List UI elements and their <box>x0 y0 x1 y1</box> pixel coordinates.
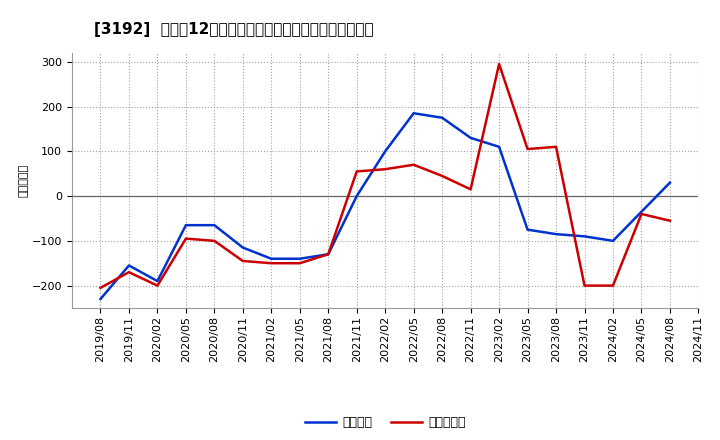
当期純利益 <box>410 162 418 167</box>
Line: 経常利益: 経常利益 <box>101 113 670 299</box>
経常利益 <box>552 231 560 237</box>
経常利益 <box>210 223 219 228</box>
経常利益 <box>381 149 390 154</box>
経常利益 <box>324 252 333 257</box>
当期純利益 <box>438 173 446 179</box>
経常利益 <box>267 256 276 261</box>
当期純利益 <box>267 260 276 266</box>
当期純利益 <box>495 61 503 66</box>
当期純利益 <box>608 283 617 288</box>
経常利益 <box>295 256 304 261</box>
当期純利益 <box>324 252 333 257</box>
Text: [3192]  利益だ12か月移動合計の対前年同期増減額の推移: [3192] 利益だ12か月移動合計の対前年同期増減額の推移 <box>94 22 373 37</box>
経常利益 <box>523 227 532 232</box>
当期純利益 <box>125 270 133 275</box>
当期純利益 <box>295 260 304 266</box>
経常利益 <box>125 263 133 268</box>
当期純利益 <box>210 238 219 243</box>
経常利益 <box>352 194 361 199</box>
経常利益 <box>580 234 589 239</box>
当期純利益 <box>580 283 589 288</box>
Y-axis label: （百万円）: （百万円） <box>19 164 29 197</box>
Legend: 経常利益, 当期純利益: 経常利益, 当期純利益 <box>300 411 471 434</box>
当期純利益 <box>153 283 162 288</box>
経常利益 <box>438 115 446 121</box>
Line: 当期純利益: 当期純利益 <box>101 64 670 288</box>
当期純利益 <box>96 285 105 290</box>
経常利益 <box>153 279 162 284</box>
当期純利益 <box>238 258 247 264</box>
当期純利益 <box>665 218 674 224</box>
当期純利益 <box>637 211 646 216</box>
当期純利益 <box>523 147 532 152</box>
経常利益 <box>665 180 674 185</box>
経常利益 <box>96 297 105 302</box>
経常利益 <box>238 245 247 250</box>
経常利益 <box>495 144 503 150</box>
当期純利益 <box>181 236 190 241</box>
当期純利益 <box>552 144 560 150</box>
当期純利益 <box>381 167 390 172</box>
経常利益 <box>467 135 475 140</box>
経常利益 <box>637 209 646 214</box>
当期純利益 <box>467 187 475 192</box>
経常利益 <box>608 238 617 243</box>
経常利益 <box>410 110 418 116</box>
当期純利益 <box>352 169 361 174</box>
経常利益 <box>181 223 190 228</box>
